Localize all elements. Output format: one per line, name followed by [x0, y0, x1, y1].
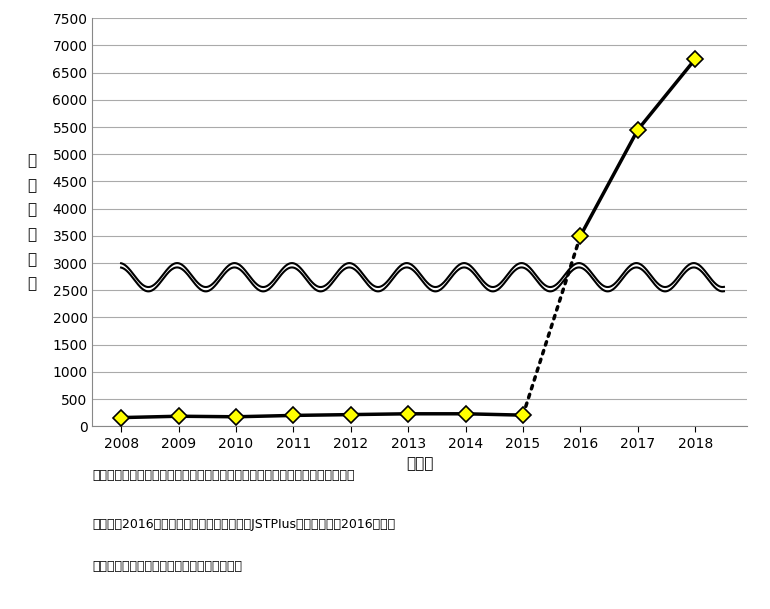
Text: 注２）　2016年以降のデータに関しては、JSTPIusの収録資料が2016年発行: 注２） 2016年以降のデータに関しては、JSTPIusの収録資料が2016年発…	[92, 518, 396, 530]
Text: 分から大幅に増えた影響も考えられる。: 分から大幅に増えた影響も考えられる。	[92, 560, 243, 573]
Y-axis label: 論
文
発
表
件
数: 論 文 発 表 件 数	[27, 153, 36, 291]
Text: 注１）　直近のデータについては全データが反映されていない可能性がある。: 注１） 直近のデータについては全データが反映されていない可能性がある。	[92, 469, 355, 482]
X-axis label: 発行年: 発行年	[406, 456, 434, 471]
